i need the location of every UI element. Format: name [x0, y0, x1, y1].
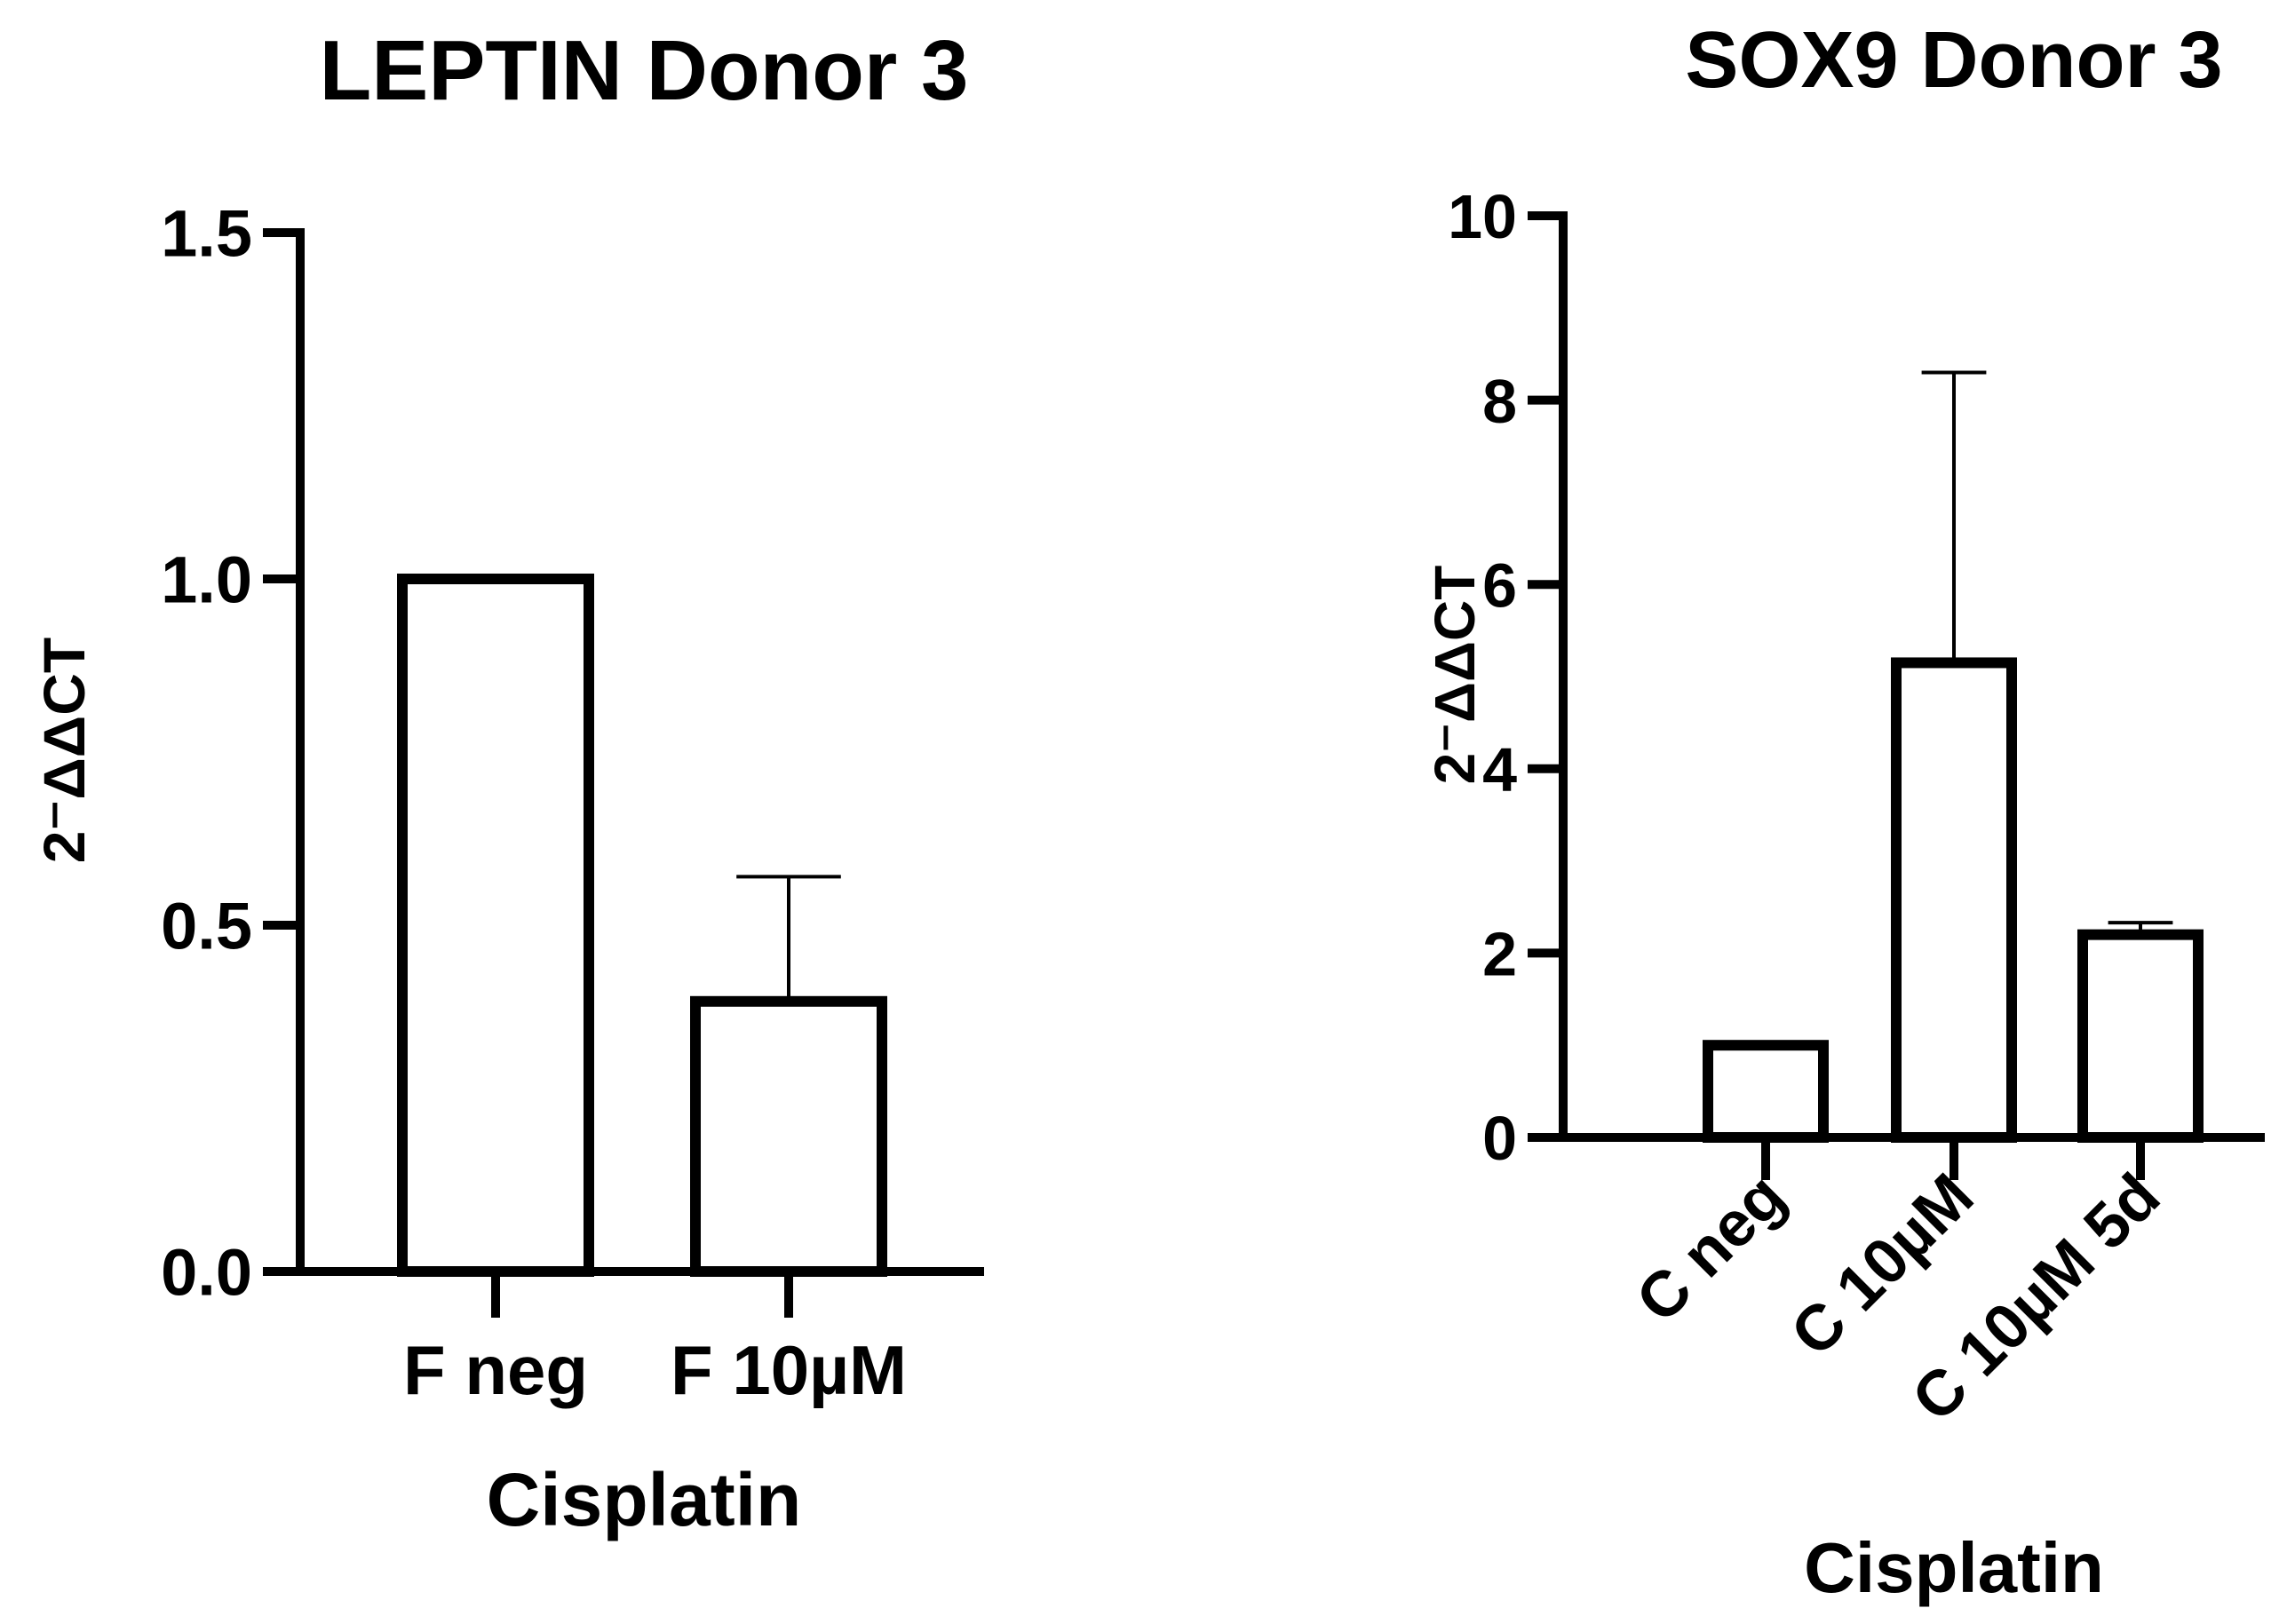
chart-leptin-ytick-label: 0.5: [161, 890, 252, 963]
chart-leptin-category-label: F 10µM: [671, 1331, 907, 1409]
chart-sox9-ytick-label: 6: [1482, 551, 1517, 620]
chart-sox9-ytick-label: 2: [1482, 920, 1517, 989]
chart-leptin-ytick-label: 0.0: [161, 1236, 252, 1310]
chart-sox9-ytick-label: 4: [1482, 735, 1517, 804]
chart-sox9: SOX9 Donor 3 2⁻ΔΔCT Cisplatin 0 2 4 6 8 10 C n…: [1423, 16, 2265, 1607]
chart-sox9-ytick-label: 8: [1482, 367, 1517, 436]
chart-leptin-ytick-label: 1.0: [161, 543, 252, 617]
chart-sox9-ylabel: 2⁻ΔΔCT: [1423, 566, 1487, 785]
chart-sox9-title: SOX9 Donor 3: [1685, 16, 2222, 105]
chart-leptin-title: LEPTIN Donor 3: [320, 23, 969, 118]
chart-sox9-bar: [2077, 929, 2204, 1144]
chart-sox9-bars: [1703, 370, 2204, 1144]
chart-leptin-ytick-label: 1.5: [161, 197, 252, 271]
chart-leptin-category-label: F neg: [403, 1331, 588, 1409]
chart-leptin-bar: [690, 995, 887, 1278]
chart-sox9-ytick-label: 0: [1482, 1104, 1517, 1173]
chart-leptin-bar: [397, 574, 594, 1277]
chart-sox9-xlabel: Cisplatin: [1804, 1528, 2104, 1607]
chart-leptin-bars: [397, 574, 887, 1278]
chart-leptin-ylabel: 2⁻ΔΔCT: [31, 638, 97, 863]
chart-sox9-category-label: C neg: [1623, 1161, 1799, 1336]
chart-sox9-bar: [1703, 1040, 1829, 1143]
chart-sox9-ytick-label: 10: [1448, 182, 1517, 251]
chart-sox9-bar: [1891, 657, 2017, 1143]
chart-leptin: LEPTIN Donor 3 2⁻ΔΔCT Cisplatin 0.0 0.5 1.…: [31, 23, 984, 1541]
chart-leptin-ticks: 0.0 0.5 1.0 1.5 F neg F 10µM: [161, 197, 907, 1409]
chart-leptin-xlabel: Cisplatin: [487, 1458, 802, 1541]
